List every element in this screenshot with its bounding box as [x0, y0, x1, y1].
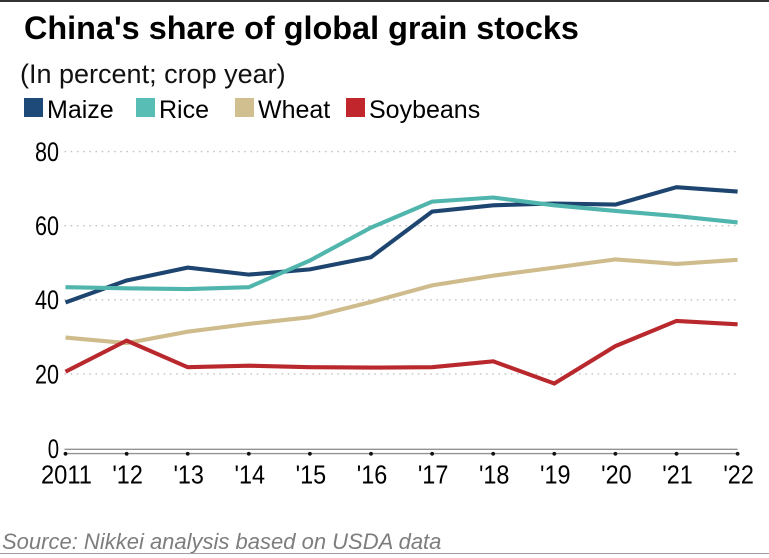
svg-text:'17: '17: [418, 460, 449, 490]
svg-text:'12: '12: [112, 460, 143, 490]
svg-text:80: 80: [35, 137, 59, 167]
svg-text:'18: '18: [479, 460, 510, 490]
svg-text:'20: '20: [601, 460, 632, 490]
svg-text:'14: '14: [235, 460, 266, 490]
svg-text:2011: 2011: [41, 460, 92, 490]
svg-text:'19: '19: [540, 460, 571, 490]
svg-text:60: 60: [35, 211, 59, 241]
svg-text:'22: '22: [723, 460, 754, 490]
svg-text:'13: '13: [173, 460, 204, 490]
svg-text:'21: '21: [662, 460, 693, 490]
svg-text:'16: '16: [357, 460, 388, 490]
svg-text:40: 40: [35, 285, 59, 315]
svg-text:20: 20: [35, 359, 59, 389]
svg-text:'15: '15: [296, 460, 327, 490]
svg-text:0: 0: [48, 434, 59, 464]
